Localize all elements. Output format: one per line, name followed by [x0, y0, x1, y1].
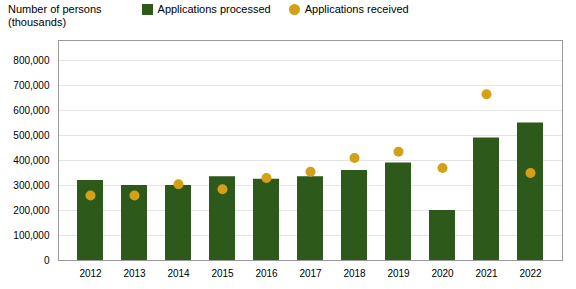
- svg-text:2014: 2014: [167, 268, 190, 279]
- svg-text:2018: 2018: [343, 268, 366, 279]
- svg-text:200,000: 200,000: [13, 205, 50, 216]
- svg-text:500,000: 500,000: [13, 130, 50, 141]
- svg-text:300,000: 300,000: [13, 180, 50, 191]
- svg-text:2021: 2021: [475, 268, 498, 279]
- svg-text:700,000: 700,000: [13, 80, 50, 91]
- svg-text:400,000: 400,000: [13, 155, 50, 166]
- svg-text:0: 0: [44, 255, 50, 266]
- svg-text:2015: 2015: [211, 268, 234, 279]
- svg-text:600,000: 600,000: [13, 105, 50, 116]
- html-text:Applications received: Applications received: [304, 3, 409, 15]
- svg-text:800,000: 800,000: [13, 55, 50, 66]
- svg-text:2022: 2022: [519, 268, 542, 279]
- html-text:(thousands): (thousands): [8, 16, 67, 28]
- html-text:Applications processed: Applications processed: [157, 3, 271, 15]
- svg-text:2017: 2017: [299, 268, 322, 279]
- svg-text:2013: 2013: [123, 268, 146, 279]
- svg-text:2019: 2019: [387, 268, 410, 279]
- svg-text:2012: 2012: [79, 268, 102, 279]
- svg-text:2016: 2016: [255, 268, 278, 279]
- svg-text:100,000: 100,000: [13, 230, 50, 241]
- svg-text:2020: 2020: [431, 268, 454, 279]
- html-text:Number of persons: Number of persons: [8, 3, 102, 15]
